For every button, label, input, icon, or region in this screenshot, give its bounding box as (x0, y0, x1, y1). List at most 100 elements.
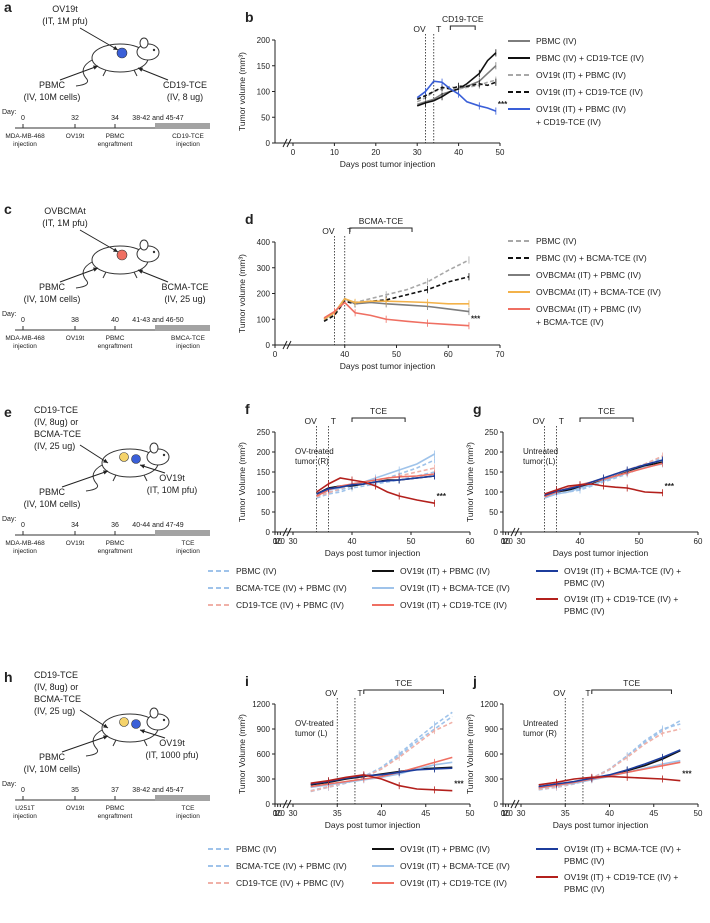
y-tick-label: 0 (494, 800, 499, 809)
mouse-head (146, 448, 170, 466)
virus-label: OV19t (159, 473, 185, 483)
virus-label: OV19t (159, 738, 185, 748)
y-tick-label: 300 (257, 264, 271, 273)
y-axis-label: Tumor volume (mm³) (237, 52, 247, 131)
timeline-day-3: 41-43 and 46-50 (132, 317, 183, 324)
tumor-spot-right (131, 719, 141, 729)
ov-marker: OV (553, 688, 566, 698)
x-tick-label: 30 (413, 148, 422, 157)
event-pbmc: PBMC (106, 540, 125, 547)
panel-letter-h: h (4, 669, 13, 685)
x-tick-label: 40 (377, 809, 386, 818)
x-tick-label: 45 (649, 809, 658, 818)
legend-fg-0-label: PBMC (IV) (236, 566, 277, 576)
ov-marker: OV (413, 24, 426, 34)
mouse-ear (139, 239, 149, 251)
series-line-2 (310, 721, 453, 792)
tumor-spot-left (119, 717, 129, 727)
virus-dose: (IT, 1M pfu) (42, 16, 88, 26)
event-tce-2: injection (176, 141, 200, 148)
mouse-head (136, 43, 160, 61)
significance-mark: *** (682, 770, 692, 779)
pbmc-arrow (59, 267, 99, 283)
x-tick-label: 40 (348, 537, 357, 546)
legend-ij-6-label: OV19t (IT) + BCMA-TCE (IV) + (564, 844, 681, 854)
treatment-bracket (449, 25, 476, 30)
mouse-a (75, 37, 160, 87)
pbmc-dose: (IV, 10M cells) (24, 764, 81, 774)
series-line-1 (416, 52, 497, 107)
treatment-label: BCMA-TCE (359, 216, 404, 226)
pbmc-arrow (59, 65, 99, 81)
legend-b-4-label: OV19t (IT) + PBMC (IV) (536, 104, 626, 114)
panel-letter-j: j (472, 673, 477, 689)
series-line-4 (316, 453, 435, 496)
event-tumor-2: injection (13, 548, 37, 555)
chart-b: b 0 50 100 150 200 0 10 20 30 40 50 Days post tumor … (237, 9, 508, 169)
series-line-1 (316, 459, 435, 497)
legend-fg-2-label: CD19-TCE (IV) + PBMC (IV) (236, 600, 344, 610)
series-line-0 (323, 259, 470, 322)
series-line-1 (323, 275, 470, 323)
y-tick-label: 50 (261, 113, 270, 122)
timeline-day-2: 40 (111, 317, 119, 324)
t-marker: T (559, 416, 564, 426)
x-axis-label: Days post tumor injection (553, 820, 649, 830)
timeline-day-3: 38-42 and 45-47 (132, 787, 183, 794)
y-tick-label: 100 (257, 488, 271, 497)
legend-fg-8-cont: PBMC (IV) (564, 606, 605, 616)
y-tick-label: 1200 (480, 700, 498, 709)
event-tce-2: injection (176, 548, 200, 555)
mouse-head (136, 245, 160, 263)
y-axis-label: Tumor Volume (mm³) (237, 442, 247, 522)
legend-fg-4-label: OV19t (IT) + BCMA-TCE (IV) (400, 583, 510, 593)
treatment-label: TCE (598, 406, 615, 416)
x-tick-label: 40 (605, 809, 614, 818)
mouse-tail (75, 261, 93, 289)
event-tumor: MDA-MB-468 (5, 133, 45, 140)
t-marker: T (436, 24, 441, 34)
tumor-spot (116, 249, 128, 261)
x-axis-label: Days post tumor injection (325, 820, 421, 830)
timeline-day-1: 38 (71, 317, 79, 324)
event-tce-2: injection (176, 813, 200, 820)
legend-ij-1-label: BCMA-TCE (IV) + PBMC (IV) (236, 861, 347, 871)
timeline-day-label: Day: (2, 781, 16, 788)
inner-label-2: tumor (L) (523, 457, 556, 466)
y-tick-label: 400 (257, 238, 271, 247)
y-tick-label: 900 (485, 725, 499, 734)
axis-break (282, 799, 292, 809)
ov-marker: OV (325, 688, 338, 698)
y-tick-label: 0 (266, 341, 271, 350)
series-line-4 (323, 301, 469, 327)
x-tick-label: 20 (276, 809, 285, 818)
legend-d-4-label: OVBCMAt (IT) + PBMC (IV) (536, 304, 641, 314)
axis-break (282, 527, 292, 537)
virus-arrow-head (140, 464, 145, 469)
tumor-spot-left (119, 452, 129, 462)
mouse-tail (85, 464, 103, 492)
x-tick-label: 0 (273, 809, 278, 818)
event-tce: BMCA-TCE (171, 335, 206, 342)
virus-dose: (IT, 1M pfu) (42, 218, 88, 228)
x-tick-label: 35 (333, 809, 342, 818)
ov-marker: OV (322, 226, 335, 236)
x-tick-label: 20 (371, 148, 380, 157)
treatment-label: TCE (623, 678, 640, 688)
treatment-bar (155, 123, 210, 129)
timeline-day-0: 0 (21, 787, 25, 794)
y-tick-label: 200 (257, 36, 271, 45)
virus-label: OVBCMAt (44, 206, 86, 216)
x-tick-label: 30 (517, 809, 526, 818)
series-line-3 (416, 81, 497, 100)
panel-letter-i: i (245, 673, 249, 689)
y-tick-label: 900 (257, 725, 271, 734)
treatment-bar (155, 795, 210, 801)
timeline-day-label: Day: (2, 311, 16, 318)
x-tick-label: 0 (273, 350, 278, 359)
event-tumor: MDA-MB-468 (5, 335, 45, 342)
event-tce: CD19-TCE (172, 133, 204, 140)
chart-d: d 0 100 200 300 400 0 40 50 60 70 Days post tumor i… (237, 211, 505, 371)
event-pbmc-2: engraftment (98, 548, 133, 555)
